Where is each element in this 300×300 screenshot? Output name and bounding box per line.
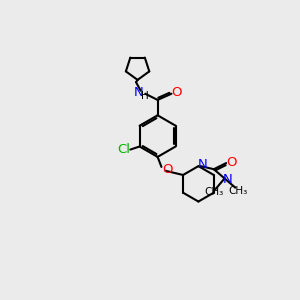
Text: N: N [223, 173, 232, 186]
Text: O: O [172, 86, 182, 100]
Text: N: N [134, 86, 143, 99]
Text: N: N [198, 158, 208, 171]
Text: H: H [141, 91, 148, 101]
Text: CH₃: CH₃ [229, 186, 248, 196]
Text: CH₃: CH₃ [204, 187, 224, 197]
Text: O: O [226, 156, 237, 169]
Text: O: O [162, 163, 173, 176]
Text: Cl: Cl [118, 143, 131, 156]
